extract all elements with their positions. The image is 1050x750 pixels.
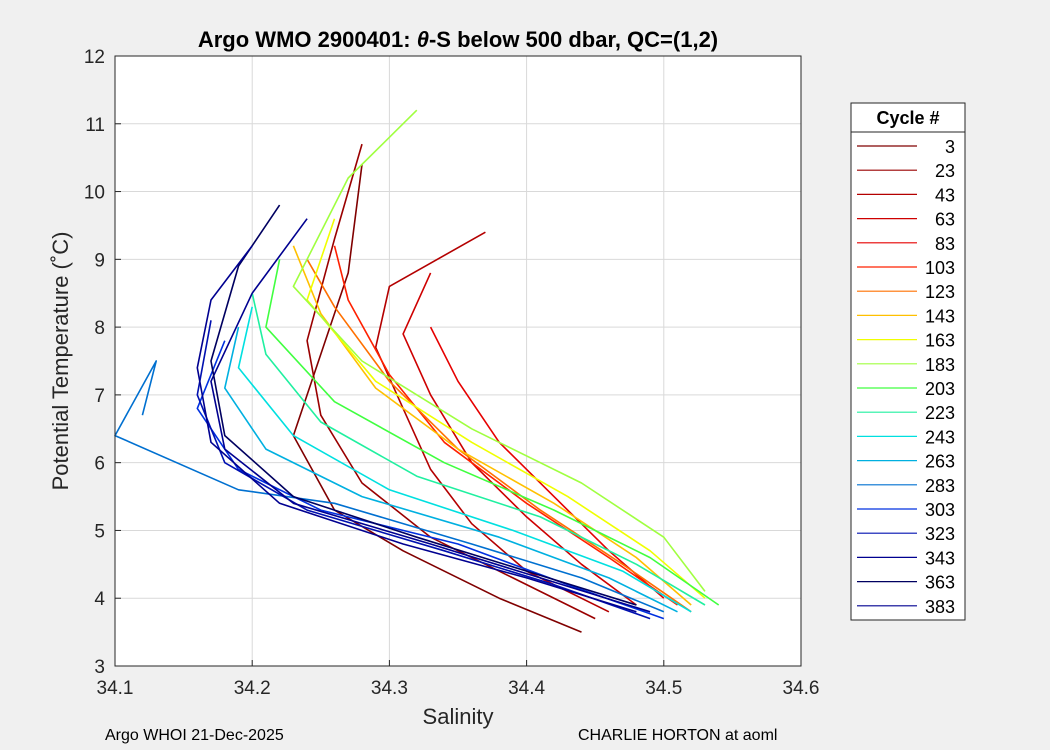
legend-label-383: 383 bbox=[925, 597, 955, 617]
x-axis-label: Salinity bbox=[423, 704, 494, 729]
legend-label-303: 303 bbox=[925, 500, 955, 520]
y-tick-label: 12 bbox=[84, 47, 105, 68]
legend-label-363: 363 bbox=[925, 573, 955, 593]
series-line-cycle-343 bbox=[210, 218, 651, 613]
legend-label-283: 283 bbox=[925, 476, 955, 496]
legend-label-263: 263 bbox=[925, 452, 955, 472]
series-line-cycle-283 bbox=[114, 360, 665, 613]
series-line-cycle-43 bbox=[374, 231, 610, 613]
legend-label-183: 183 bbox=[925, 355, 955, 375]
y-tick-label: 11 bbox=[85, 115, 105, 136]
y-tick-label: 9 bbox=[94, 250, 105, 271]
y-tick-label: 10 bbox=[84, 183, 105, 204]
plot-area bbox=[115, 56, 801, 666]
footer-right: CHARLIE HORTON at aoml bbox=[578, 727, 777, 744]
y-tick-label: 6 bbox=[94, 454, 105, 475]
legend-label-23: 23 bbox=[935, 161, 955, 181]
series-line-cycle-163 bbox=[306, 218, 706, 599]
legend: Cycle # 32343638310312314316318320322324… bbox=[850, 102, 966, 621]
footer-left: Argo WHOI 21-Dec-2025 bbox=[105, 727, 284, 744]
legend-label-63: 63 bbox=[935, 210, 955, 230]
plot-frame bbox=[114, 55, 802, 667]
series-line-cycle-303 bbox=[196, 340, 665, 620]
x-tick-label: 34.4 bbox=[508, 678, 545, 699]
legend-box bbox=[850, 102, 966, 621]
legend-label-103: 103 bbox=[925, 258, 955, 278]
series-line-cycle-183 bbox=[292, 109, 706, 592]
legend-label-3: 3 bbox=[945, 137, 955, 157]
legend-label-83: 83 bbox=[935, 234, 955, 254]
series-line-cycle-103 bbox=[333, 245, 678, 606]
chart-title: Argo WMO 2900401: θ-S below 500 dbar, QC… bbox=[198, 27, 718, 52]
legend-label-123: 123 bbox=[925, 282, 955, 302]
legend-label-343: 343 bbox=[925, 548, 955, 568]
y-axis-label: Potential Temperature (˚C) bbox=[48, 232, 73, 491]
y-tick-label: 4 bbox=[94, 589, 105, 610]
legend-label-43: 43 bbox=[935, 185, 955, 205]
series-line-cycle-203 bbox=[265, 259, 720, 606]
series-line-cycle-263 bbox=[224, 326, 678, 613]
legend-label-143: 143 bbox=[925, 306, 955, 326]
x-tick-label: 34.3 bbox=[371, 678, 408, 699]
series-layer bbox=[114, 109, 720, 633]
legend-label-223: 223 bbox=[925, 403, 955, 423]
y-tick-label: 7 bbox=[94, 386, 105, 407]
series-line-cycle-83 bbox=[429, 326, 665, 599]
x-tick-label: 34.6 bbox=[783, 678, 820, 699]
series-line-cycle-243 bbox=[237, 306, 692, 613]
y-tick-label: 8 bbox=[94, 318, 105, 339]
legend-title: Cycle # bbox=[876, 108, 939, 128]
series-line-cycle-323 bbox=[196, 320, 651, 620]
legend-label-323: 323 bbox=[925, 524, 955, 544]
series-line-cycle-143 bbox=[292, 245, 692, 606]
x-tick-label: 34.5 bbox=[645, 678, 682, 699]
series-line-cycle-223 bbox=[251, 293, 706, 606]
legend-label-203: 203 bbox=[925, 379, 955, 399]
series-line-cycle-363 bbox=[210, 204, 637, 606]
series-line-cycle-383 bbox=[196, 245, 637, 613]
legend-label-243: 243 bbox=[925, 427, 955, 447]
x-tick-label: 34.2 bbox=[234, 678, 271, 699]
legend-label-163: 163 bbox=[925, 331, 955, 351]
y-tick-label: 5 bbox=[94, 521, 105, 542]
legend-entries: 3234363831031231431631832032232432632833… bbox=[857, 137, 955, 617]
x-tick-label: 34.1 bbox=[97, 678, 134, 699]
y-tick-label: 3 bbox=[94, 657, 105, 678]
axis-ticks: 34.1 34.2 34.3 34.4 34.5 34.6 3 4 5 6 7 8 9 10 11 12 bbox=[84, 47, 820, 699]
